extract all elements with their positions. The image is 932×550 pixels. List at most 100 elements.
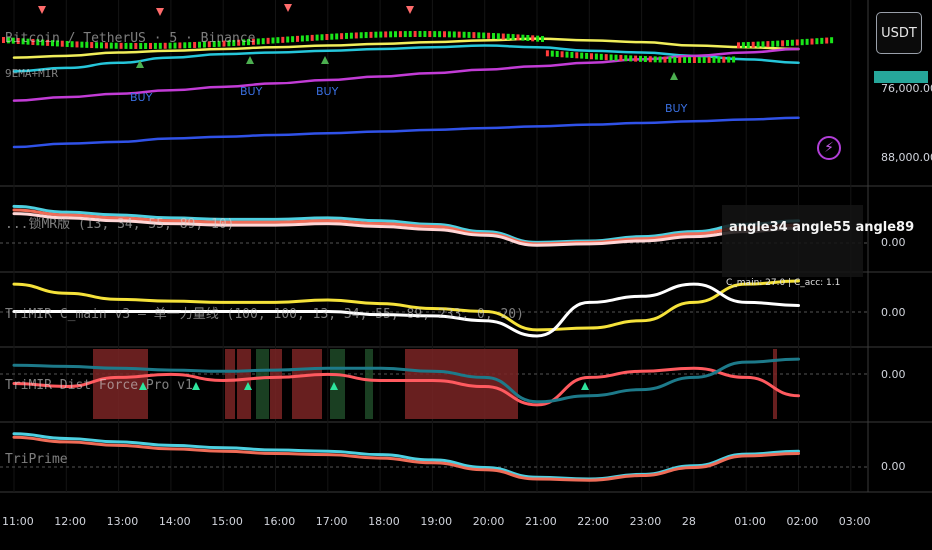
time-tick-label: 23:00 [629,515,662,528]
ema-label: 9EMA+MIR [5,67,58,80]
candle [129,42,133,49]
candle [688,56,691,63]
candle [256,38,260,45]
currency-button[interactable]: USDT [876,12,922,54]
candle [565,51,569,58]
candle [340,33,344,40]
candle [300,35,304,42]
candle [394,31,397,38]
candle [492,33,495,40]
candle [80,41,84,48]
candle [384,31,388,38]
candle [227,40,231,47]
candle [541,35,544,42]
candle [418,31,422,38]
candle [325,33,329,40]
candle [795,39,799,46]
time-tick-label: 14:00 [158,515,191,528]
candle [335,33,339,40]
candle [467,31,471,38]
candle [545,50,549,57]
candle [21,38,25,45]
force-bar [225,349,235,419]
candle [330,33,334,40]
candle [663,56,667,63]
time-tick-label: 11:00 [2,515,34,528]
candle [349,32,353,39]
candle [16,37,20,44]
candle [555,50,559,57]
candle [100,42,103,49]
candle [320,34,324,41]
candle [781,40,785,47]
candle [697,56,701,63]
candle [683,56,687,63]
candle [447,31,451,38]
candle [276,37,280,44]
candle [389,31,393,38]
force-bar [330,349,345,419]
series-line-angle-1 [12,208,800,246]
alert-bolt-icon[interactable]: ⚡ [817,136,841,160]
candle [104,42,108,49]
candle [746,41,750,48]
pane4-title: TriPrime [5,452,68,467]
candle [717,56,721,63]
candle [506,33,510,40]
candle [776,40,780,47]
candle [153,42,157,49]
sell-marker-icon [38,6,46,14]
pane1-value: 0.00 [881,236,906,249]
candle [119,42,123,49]
candle [643,56,647,63]
pane3-title: TriMIR Dist Force Pro v1 [5,378,193,393]
candle [575,52,579,59]
candle [443,31,446,38]
candle [6,37,10,44]
series-line-dist-1 [12,357,800,404]
time-tick-label: 15:00 [211,515,243,528]
buy-marker-icon [246,56,254,64]
pane2-value: 0.00 [881,306,906,319]
candle [222,40,226,47]
dist-marker-icon [581,382,589,390]
dist-marker-icon [244,382,252,390]
candle [242,39,246,46]
candle [614,54,618,61]
series-line-triprime-1 [12,435,800,482]
candle [761,41,765,48]
candle [261,38,265,45]
price-tag [874,71,928,83]
candle [202,41,206,48]
candle [207,41,211,48]
candle [345,32,348,39]
series-line-dist-0 [12,366,800,407]
candle [369,31,373,38]
dist-marker-icon [192,382,200,390]
candle [183,42,187,49]
candle [173,42,177,49]
candle [771,40,775,47]
candle [251,38,255,45]
candle [560,51,564,58]
candle [271,37,275,44]
candle [678,56,682,63]
time-tick-label: 28 [681,515,696,528]
candle [95,42,99,49]
series-line-angle-2 [12,212,800,247]
candle [188,42,192,49]
candle [247,39,250,46]
candle [364,32,368,39]
candle [825,37,829,44]
series-line-price-3 [12,116,800,149]
candle [408,31,412,38]
candle [815,38,819,45]
candle [296,35,299,42]
time-tick-label: 03:00 [838,515,871,528]
candle [266,37,270,44]
candle [462,31,466,38]
candle [536,35,540,42]
candle [158,42,162,49]
candle [594,53,598,60]
candle [805,38,809,45]
